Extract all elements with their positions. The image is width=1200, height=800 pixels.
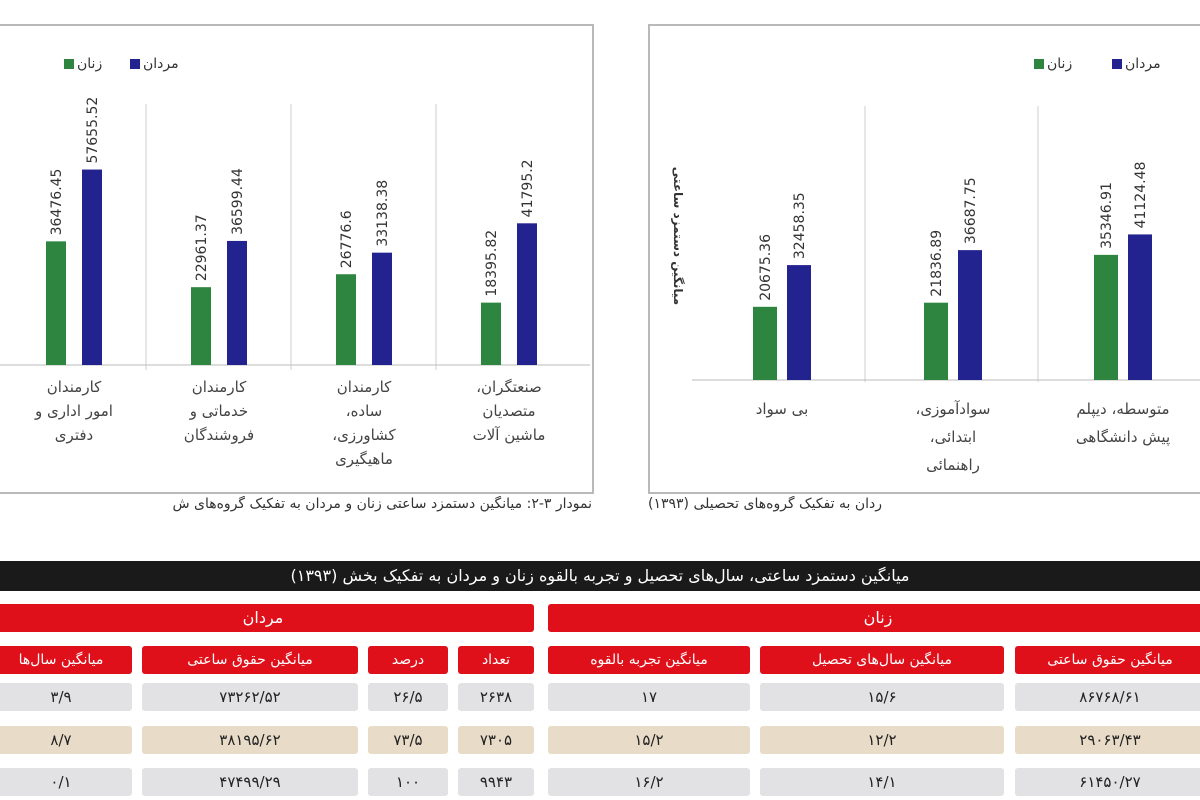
category-label: بی سواد [756,400,809,418]
category-label: پیش دانشگاهی [1076,428,1170,447]
bar-women [753,306,777,380]
category-label: ماهیگیری [335,450,393,468]
value-label-women: 20675.36 [758,234,774,301]
legend-label-women: زنان [1047,56,1072,72]
table-cell: ۳۸۱۹۵/۶۲ [142,726,358,754]
legend-label-men: مردان [143,56,179,72]
bar-women [46,241,66,365]
legend-label-men: مردان [1125,56,1161,72]
table-cell: ۱۲/۲ [760,726,1004,754]
table-cell: ۱۰۰ [368,768,448,796]
value-label-men: 32458.35 [792,192,808,259]
col-header-women-wage: میانگین حقوق ساعتی [1015,646,1200,674]
table-cell: ۱۶/۲ [548,768,750,796]
men-group-header: مردان [0,604,534,632]
category-label: کارمندان [47,378,102,396]
table-cell: ۱۵/۲ [548,726,750,754]
table-cell: ۹۹۴۳ [458,768,534,796]
category-label: دفتری [55,426,93,444]
value-label-women: 18395.82 [484,230,500,297]
y-axis-label: میانگین دستمزد ساعتی [671,167,685,305]
table-cell: ۰/۱ [0,768,132,796]
occupation-chart-panel: مردان زنان 36476.45 57655.52 کارمندان امور اد… [0,24,594,494]
occupation-chart: مردان زنان 36476.45 57655.52 کارمندان امور اد… [0,56,590,468]
table-cell: ۲۶۳۸ [458,683,534,711]
bar-men [82,169,102,365]
bar-women [191,287,211,365]
value-label-men: 57655.52 [85,97,101,164]
value-label-women: 22961.37 [194,214,210,281]
category-label: سوادآموزی، [916,400,991,418]
education-chart: مردان زنان 20675.36 32458.35 بی سواد 21836.89… [671,56,1200,474]
category-label: ساده، [346,402,383,420]
table-cell: ۶۱۴۵۰/۲۷ [1015,768,1200,796]
legend-label-women: زنان [77,56,102,72]
bar-men [1128,234,1152,380]
category-label: کارمندان [337,378,392,396]
category-label: فروشندگان [184,426,254,444]
category-label: راهنمائی [926,456,980,474]
table-cell: ۲۶/۵ [368,683,448,711]
bar-women [1094,254,1118,380]
table-cell: ۷۳۰۵ [458,726,534,754]
women-group-header: زنان [548,604,1200,632]
bar-women [481,302,501,365]
value-label-women: 21836.89 [929,230,945,297]
value-label-men: 41795.2 [520,159,536,217]
table-cell: ۸۶۷۶۸/۶۱ [1015,683,1200,711]
col-header-men-percent: درصد [368,646,448,674]
category-label: ابتدائی، [930,428,976,446]
value-label-men: 36599.44 [230,168,246,235]
col-header-men-count: تعداد [458,646,534,674]
value-label-women: 26776.6 [339,210,355,268]
table-cell: ۳/۹ [0,683,132,711]
bar-men [372,252,392,365]
education-chart-panel: مردان زنان 20675.36 32458.35 بی سواد 21836.89… [648,24,1200,494]
occupation-chart-caption: نمودار ۳-۲: میانگین دستمزد ساعتی زنان و … [172,496,592,512]
table-cell: ۱۵/۶ [760,683,1004,711]
col-header-women-experience: میانگین تجربه بالقوه [548,646,750,674]
category-label: متوسطه، دیپلم [1076,400,1169,419]
col-header-men-years: میانگین سال‌ها [0,646,132,674]
category-label: خدماتی و [189,402,248,420]
category-label: متصدیان [482,402,535,420]
bar-men [958,250,982,380]
table-cell: ۱۴/۱ [760,768,1004,796]
value-label-men: 33138.38 [375,180,391,247]
table-title: میانگین دستمزد ساعتی، سال‌های تحصیل و تج… [0,561,1200,591]
table-cell: ۷۳۲۶۲/۵۲ [142,683,358,711]
table-cell: ۷۳/۵ [368,726,448,754]
category-label: صنعتگران، [476,378,542,396]
category-label: کارمندان [192,378,247,396]
value-label-women: 36476.45 [49,169,65,236]
legend-swatch-women [1034,59,1044,69]
bar-women [924,302,948,380]
value-label-women: 35346.91 [1099,182,1115,249]
legend-swatch-men [130,59,140,69]
bar-men [227,240,247,365]
category-label: کشاورزی، [332,426,396,444]
col-header-women-education: میانگین سال‌های تحصیل [760,646,1004,674]
table-cell: ۴۷۴۹۹/۲۹ [142,768,358,796]
bar-men [517,223,537,365]
table-cell: ۸/۷ [0,726,132,754]
table-cell: ۲۹۰۶۳/۴۳ [1015,726,1200,754]
value-label-men: 41124.48 [1133,162,1149,229]
legend-swatch-men [1112,59,1122,69]
col-header-men-wage: میانگین حقوق ساعتی [142,646,358,674]
education-chart-caption: ردان به تفکیک گروه‌های تحصیلی (۱۳۹۳) [648,496,882,512]
table-cell: ۱۷ [548,683,750,711]
category-label: ماشین آلات [473,426,546,444]
bar-men [787,265,811,380]
value-label-men: 36687.75 [963,177,979,244]
legend-swatch-women [64,59,74,69]
category-label: امور اداری و [34,402,113,420]
bar-women [336,274,356,365]
